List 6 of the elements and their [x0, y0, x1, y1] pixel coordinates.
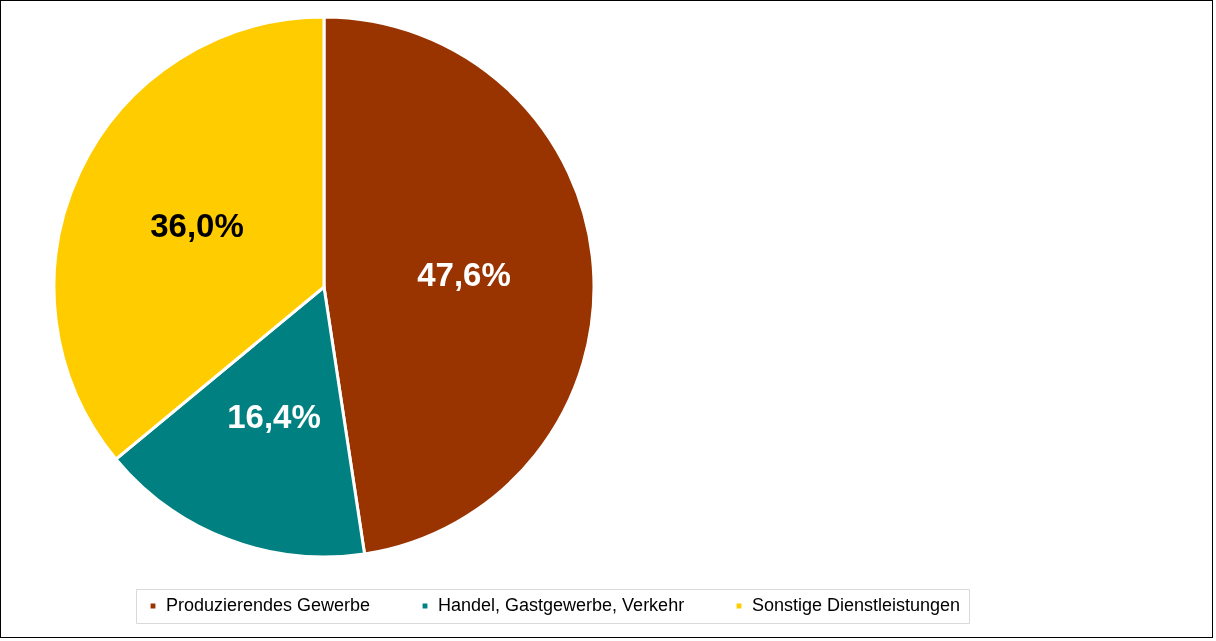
legend-label: Produzierendes Gewerbe: [166, 595, 371, 615]
data-label: 47,6%: [417, 256, 511, 294]
legend-label: Sonstige Dienstleistungen: [752, 595, 961, 615]
data-label: 36,0%: [150, 207, 244, 245]
legend-label: Handel, Gastgewerbe, Verkehr: [438, 595, 685, 615]
data-label: 16,4%: [227, 398, 321, 436]
